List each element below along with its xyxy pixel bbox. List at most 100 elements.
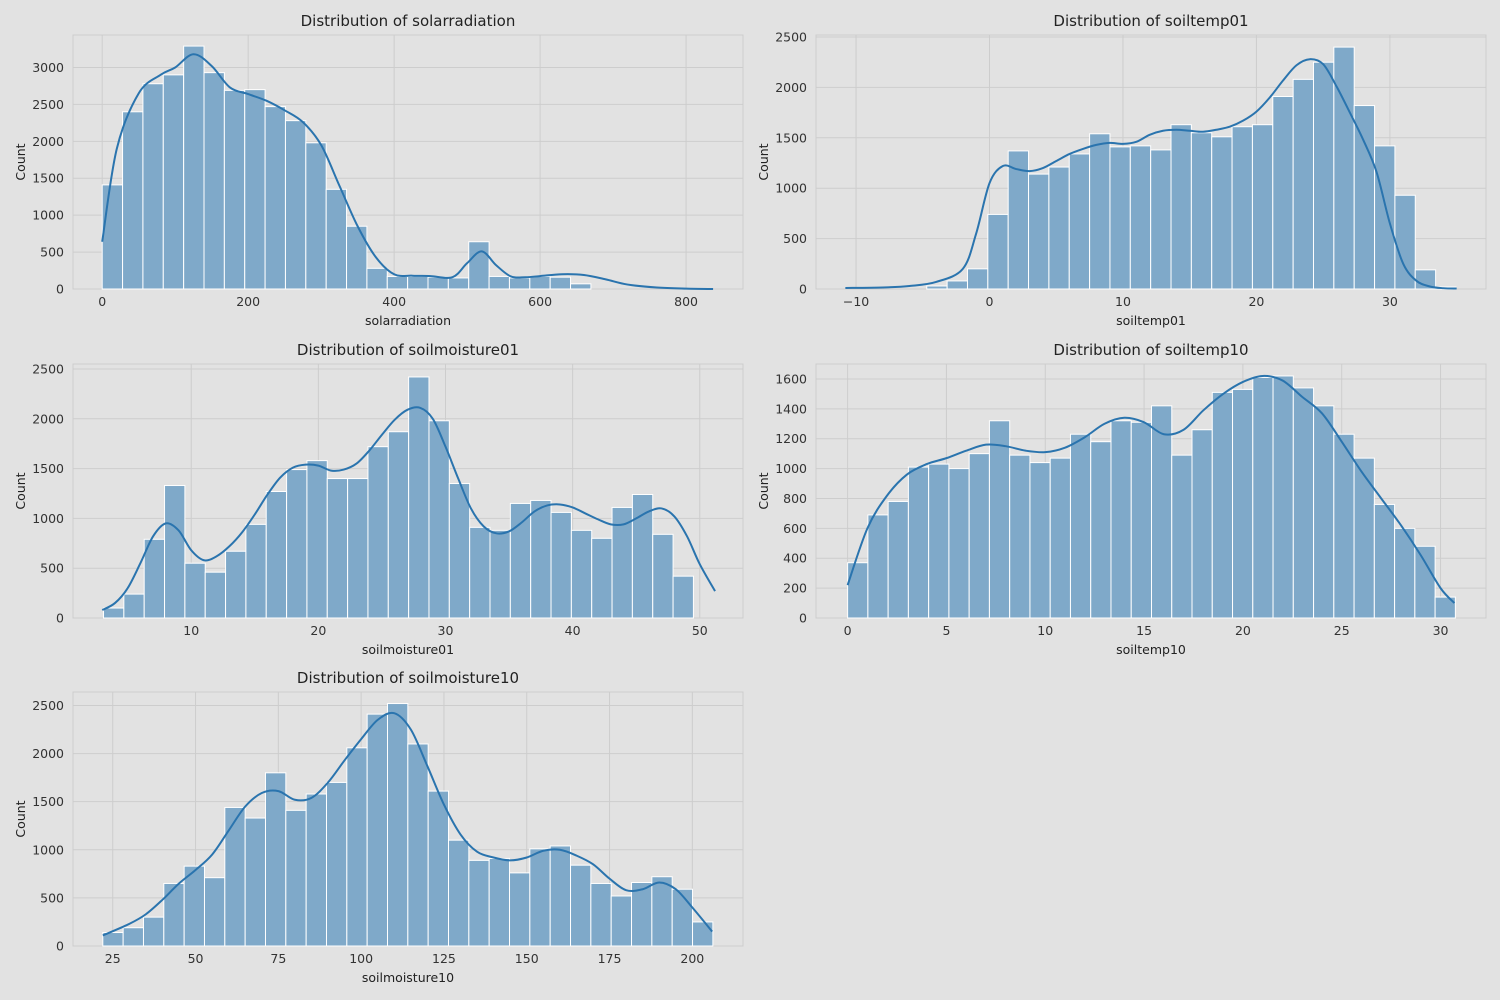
histogram-bar (1049, 457, 1071, 619)
histogram-bar (306, 460, 328, 619)
x-tick-label: 0 (98, 294, 106, 309)
histogram-bar (427, 790, 450, 947)
histogram-bar (386, 703, 409, 947)
chart-panel-2: −10 0 10 20 30 0 500 1000 1500 2000 2500 Distributi… (756, 12, 1487, 328)
histogram-bar (407, 275, 429, 290)
histogram-bar (468, 241, 490, 290)
histogram-bar (928, 463, 950, 619)
y-tick-label: 2500 (32, 361, 64, 376)
chart-panel-3: 10 20 30 40 5005001000150020002500Distributi… (13, 341, 744, 657)
histogram-bar (968, 453, 990, 619)
x-tick-label: 400 (382, 294, 406, 309)
histogram-bar (346, 225, 368, 290)
y-tick-label: 400 (783, 551, 807, 566)
histogram-bar (1374, 145, 1396, 290)
histogram-bar (692, 921, 714, 947)
y-axis-label: Count (756, 472, 771, 509)
histogram-bar (1272, 95, 1294, 290)
histogram-bar (1211, 136, 1233, 290)
histogram-bar (488, 275, 510, 290)
y-axis-label: Count (13, 143, 28, 180)
histogram-bar (264, 772, 287, 947)
histogram-bar (549, 845, 572, 947)
histogram-bar (1394, 194, 1416, 290)
histogram-bar (1272, 375, 1294, 619)
histogram-bar (631, 882, 653, 947)
y-tick-label: 1500 (32, 171, 64, 186)
histogram-bar (184, 562, 206, 619)
histogram-bar (1191, 429, 1213, 619)
histogram-bar (926, 285, 948, 290)
y-tick-label: 800 (783, 491, 807, 506)
histogram-bar (305, 142, 327, 290)
histogram-bar (867, 514, 889, 619)
histogram-bar (672, 575, 694, 619)
y-tick-label: 1400 (775, 401, 807, 416)
y-tick-label: 1000 (32, 208, 64, 223)
y-axis-label: Count (13, 800, 28, 837)
kde-line (101, 53, 714, 290)
x-tick-label: 175 (598, 951, 622, 966)
histogram-bar (164, 485, 186, 619)
x-axis-label: soiltemp10 (1116, 642, 1186, 657)
histogram-bar (549, 276, 572, 290)
x-tick-label: −10 (843, 294, 869, 309)
histogram-bar (1110, 420, 1132, 619)
histogram-bar (346, 747, 368, 947)
x-tick-label: 25 (105, 951, 121, 966)
x-tick-label: 20 (1248, 294, 1264, 309)
x-tick-label: 20 (1235, 623, 1251, 638)
y-tick-label: 1600 (775, 371, 807, 386)
histogram-bar (1190, 132, 1213, 290)
x-tick-label: 5 (942, 623, 950, 638)
histogram-bar (286, 469, 308, 619)
kde-line (845, 58, 1457, 290)
x-tick-label: 150 (515, 951, 539, 966)
histogram-bar (509, 502, 532, 619)
histogram-bar (631, 493, 654, 619)
histogram-bar (1353, 457, 1375, 619)
y-tick-label: 1000 (775, 181, 807, 196)
histogram-bar (966, 268, 989, 290)
y-tick-label: 0 (56, 611, 64, 626)
histogram-bar (285, 809, 307, 947)
x-axis-label: soiltemp01 (1116, 313, 1186, 328)
chart-title: Distribution of solarradiation (301, 12, 516, 30)
histogram-bar (651, 876, 673, 947)
chart-panel-1: 0 200 400 600 800 0 500 1000 1500 2000 2500 3000 Dis… (13, 12, 744, 328)
histogram-bar (223, 89, 246, 290)
histogram-bar (142, 916, 165, 947)
chart-panel-5: 25 50 75 100 125 150 175 2000500100015002000250… (13, 669, 744, 985)
histogram-bar (448, 483, 471, 619)
y-tick-label: 2500 (32, 97, 64, 112)
histogram-bar (142, 83, 164, 290)
histogram-bar (469, 526, 491, 619)
histogram-bar (946, 280, 968, 290)
histogram-bar (366, 713, 388, 947)
y-tick-label: 2000 (32, 746, 64, 761)
kde-line (101, 406, 716, 611)
histogram-bar (366, 267, 388, 290)
x-tick-label: 20 (310, 623, 326, 638)
histogram-bar (224, 806, 246, 947)
histogram-bar (203, 877, 226, 947)
y-tick-label: 500 (783, 231, 807, 246)
histogram-bar (489, 529, 511, 619)
histogram-bar (1333, 46, 1355, 290)
histogram-bar (1150, 149, 1172, 290)
x-tick-label: 50 (692, 623, 708, 638)
histogram-bar (570, 529, 593, 619)
y-tick-label: 2000 (32, 134, 64, 149)
y-tick-label: 0 (799, 611, 807, 626)
chart-title: Distribution of soilmoisture01 (297, 341, 519, 359)
histogram-bar (448, 839, 470, 947)
x-tick-label: 25 (1334, 623, 1350, 638)
y-tick-label: 0 (56, 939, 64, 954)
y-tick-label: 1000 (32, 511, 64, 526)
y-tick-label: 3000 (32, 60, 64, 75)
histogram-bar (1292, 78, 1314, 290)
x-tick-label: 50 (188, 951, 204, 966)
x-tick-label: 30 (1433, 623, 1449, 638)
x-tick-label: 30 (1382, 294, 1398, 309)
